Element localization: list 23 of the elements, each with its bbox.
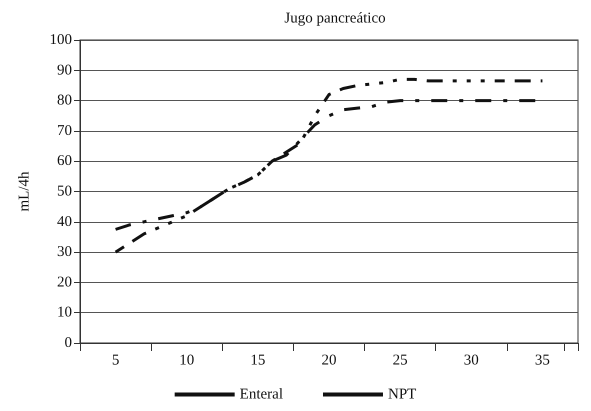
x-tick-label: 30 xyxy=(464,352,479,368)
y-axis-title: mL/4h xyxy=(16,171,32,212)
y-tick-label: 80 xyxy=(57,92,72,109)
y-tick-label: 30 xyxy=(57,244,72,260)
x-tick-label: 25 xyxy=(392,352,408,368)
y-tick-label: 90 xyxy=(57,62,72,78)
y-tick-label: 20 xyxy=(57,274,72,290)
x-tick-label: 10 xyxy=(179,352,194,368)
y-tick-label: 40 xyxy=(57,214,72,230)
y-tick-label: 10 xyxy=(57,304,72,321)
x-tick-label: 20 xyxy=(322,352,336,368)
x-tick-label: 35 xyxy=(534,352,550,368)
chart-title: Jugo pancreático xyxy=(284,10,386,26)
legend-label: Enteral xyxy=(240,386,283,402)
x-tick-label: 5 xyxy=(112,352,120,368)
y-tick-label: 100 xyxy=(50,32,72,48)
y-tick-label: 0 xyxy=(64,335,72,351)
y-tick-label: 70 xyxy=(57,122,72,139)
x-tick-label: 15 xyxy=(250,352,266,368)
line-series xyxy=(114,78,544,254)
y-tick-label: 60 xyxy=(57,153,72,170)
legend-label: NPT xyxy=(388,386,416,402)
y-tick-label: 50 xyxy=(57,184,72,200)
